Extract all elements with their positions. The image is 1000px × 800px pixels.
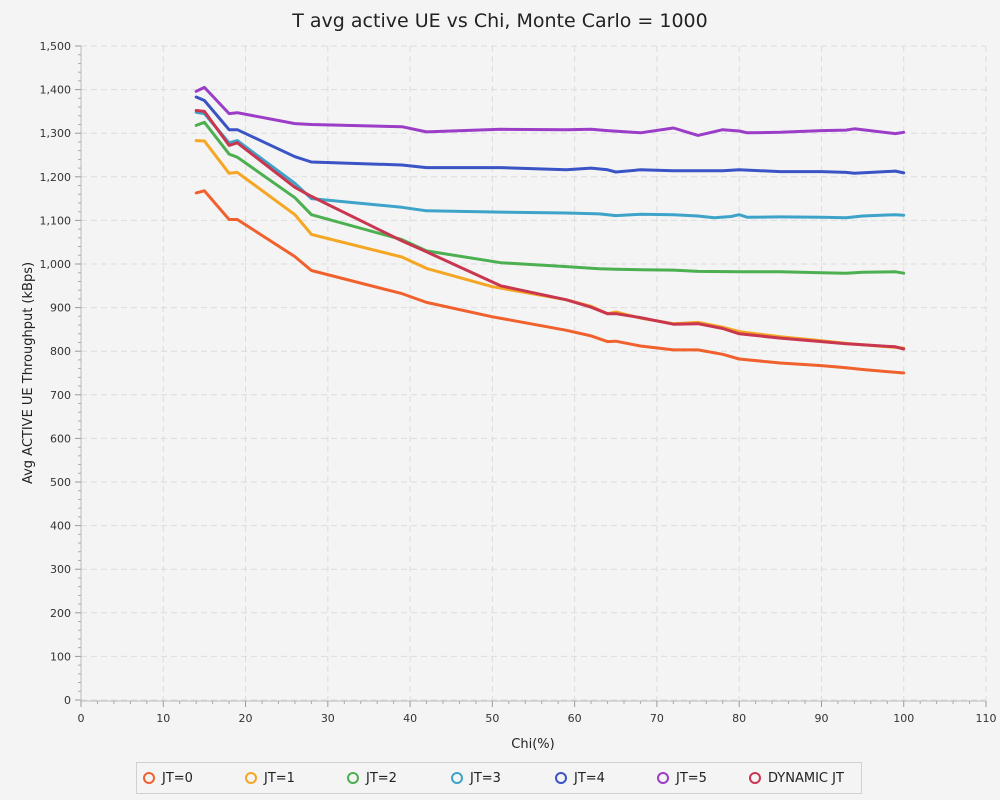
axes: 01002003004005006007008009001,0001,1001,… xyxy=(40,40,997,725)
legend-item: JT=0 xyxy=(143,771,245,786)
series-line-jt-0 xyxy=(194,189,906,375)
x-tick-label: 110 xyxy=(976,712,997,725)
legend-marker-icon xyxy=(451,772,463,784)
legend-item: JT=1 xyxy=(245,771,347,786)
grid-lines xyxy=(80,45,987,701)
y-tick-label: 100 xyxy=(50,650,71,663)
legend-item: JT=2 xyxy=(347,771,451,786)
legend-label: JT=4 xyxy=(574,770,605,786)
y-tick-label: 1,400 xyxy=(40,84,72,97)
x-tick-label: 0 xyxy=(78,712,85,725)
series-line-jt-3 xyxy=(194,110,906,220)
series-layer xyxy=(194,85,906,375)
legend-label: JT=0 xyxy=(162,770,193,786)
legend-label: JT=1 xyxy=(264,770,295,786)
legend-marker-icon xyxy=(245,772,257,784)
legend-marker-icon xyxy=(555,772,567,784)
legend-label: DYNAMIC JT xyxy=(768,770,844,786)
x-tick-label: 60 xyxy=(568,712,582,725)
y-tick-label: 400 xyxy=(50,520,71,533)
legend-label: JT=5 xyxy=(676,770,707,786)
legend-label: JT=2 xyxy=(366,770,397,786)
legend-marker-icon xyxy=(657,772,669,784)
y-tick-label: 1,100 xyxy=(40,214,72,227)
legend: JT=0 JT=1 JT=2 JT=3 JT=4 JT=5 DYNAMIC JT xyxy=(136,762,862,794)
x-tick-label: 90 xyxy=(814,712,828,725)
legend-marker-icon xyxy=(143,772,155,784)
x-tick-label: 100 xyxy=(893,712,914,725)
x-tick-label: 80 xyxy=(732,712,746,725)
y-tick-label: 700 xyxy=(50,389,71,402)
legend-marker-icon xyxy=(347,772,359,784)
legend-label: JT=3 xyxy=(470,770,501,786)
y-tick-label: 1,500 xyxy=(40,40,72,53)
y-tick-label: 800 xyxy=(50,345,71,358)
legend-marker-icon xyxy=(749,772,761,784)
y-tick-label: 1,300 xyxy=(40,127,72,140)
x-tick-label: 50 xyxy=(485,712,499,725)
series-line-jt-2 xyxy=(194,120,906,275)
y-tick-label: 1,000 xyxy=(40,258,72,271)
series-line-jt-4 xyxy=(194,95,906,175)
chart-title: T avg active UE vs Chi, Monte Carlo = 10… xyxy=(291,10,707,32)
legend-item: JT=4 xyxy=(555,771,657,786)
x-tick-label: 30 xyxy=(321,712,335,725)
x-tick-label: 70 xyxy=(650,712,664,725)
y-tick-label: 900 xyxy=(50,302,71,315)
x-tick-label: 20 xyxy=(239,712,253,725)
y-tick-label: 300 xyxy=(50,563,71,576)
y-tick-label: 600 xyxy=(50,432,71,445)
series-line-dynamic-jt xyxy=(194,109,906,351)
x-tick-label: 40 xyxy=(403,712,417,725)
y-axis-label: Avg ACTIVE UE Throughput (kBps) xyxy=(21,262,36,484)
y-tick-label: 1,200 xyxy=(40,171,72,184)
legend-item: JT=5 xyxy=(657,771,749,786)
legend-item: JT=3 xyxy=(451,771,555,786)
x-axis-label: Chi(%) xyxy=(511,737,554,752)
x-tick-label: 10 xyxy=(156,712,170,725)
y-tick-label: 500 xyxy=(50,476,71,489)
legend-item: DYNAMIC JT xyxy=(749,771,859,786)
series-line-jt-5 xyxy=(194,85,906,137)
y-tick-label: 200 xyxy=(50,607,71,620)
y-tick-label: 0 xyxy=(64,694,71,707)
